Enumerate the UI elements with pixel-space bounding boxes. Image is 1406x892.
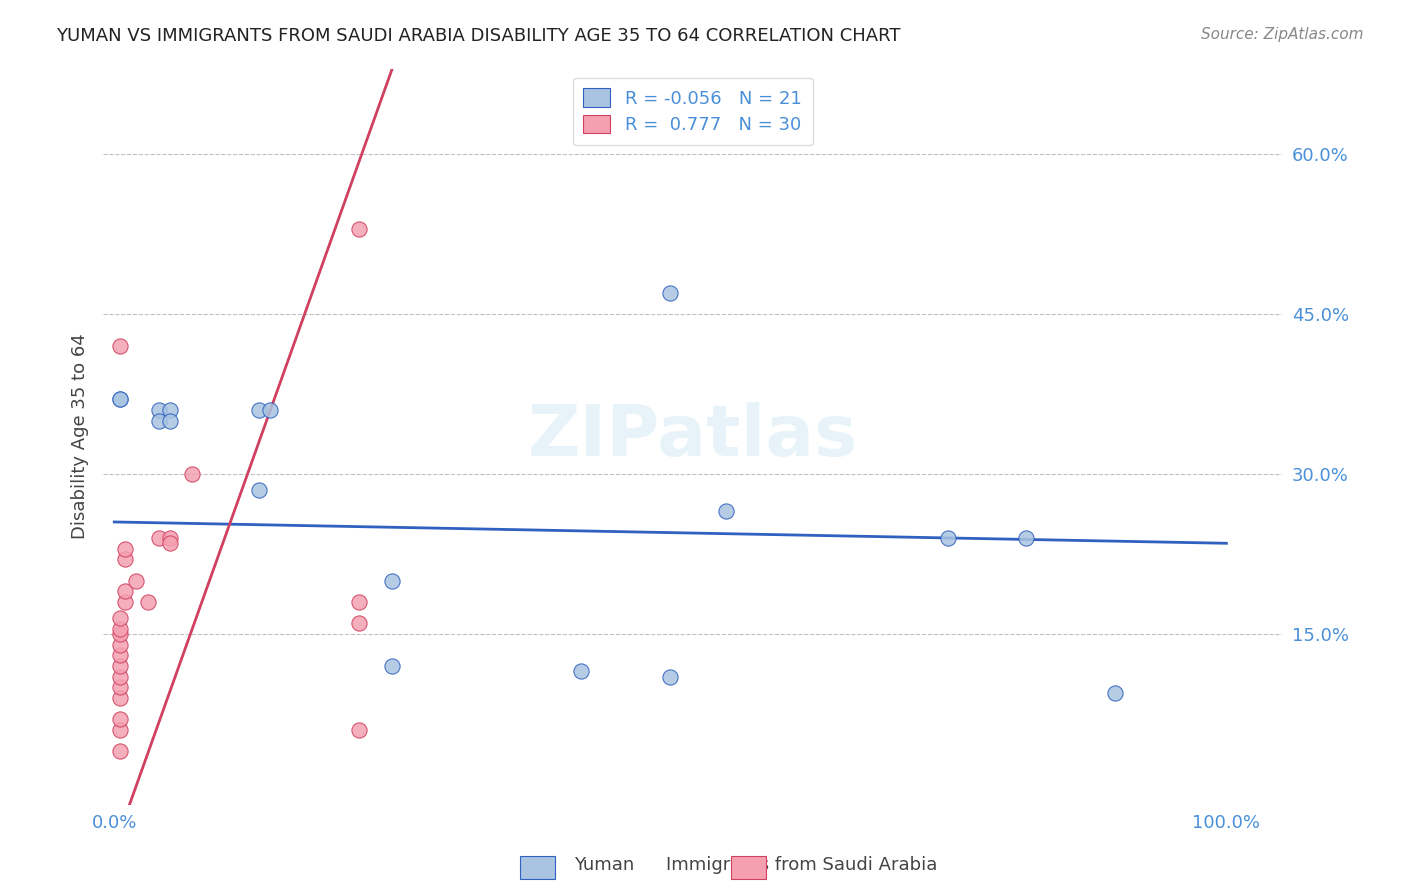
Point xyxy=(114,595,136,609)
Point xyxy=(108,648,131,663)
Point xyxy=(136,595,159,609)
Point xyxy=(347,221,370,235)
Point xyxy=(159,531,181,545)
Point xyxy=(108,712,131,726)
Y-axis label: Disability Age 35 to 64: Disability Age 35 to 64 xyxy=(72,334,89,540)
Point xyxy=(148,403,170,417)
Point xyxy=(159,536,181,550)
Point xyxy=(108,690,131,705)
Text: Yuman: Yuman xyxy=(575,856,634,874)
Point xyxy=(125,574,148,588)
Point xyxy=(108,392,131,407)
Point xyxy=(114,552,136,566)
Point xyxy=(114,584,136,599)
Point xyxy=(714,504,737,518)
Point xyxy=(108,392,131,407)
Point xyxy=(381,659,404,673)
Point xyxy=(108,339,131,353)
Point xyxy=(347,616,370,631)
Text: Source: ZipAtlas.com: Source: ZipAtlas.com xyxy=(1201,27,1364,42)
Point xyxy=(108,627,131,641)
Text: YUMAN VS IMMIGRANTS FROM SAUDI ARABIA DISABILITY AGE 35 TO 64 CORRELATION CHART: YUMAN VS IMMIGRANTS FROM SAUDI ARABIA DI… xyxy=(56,27,901,45)
Point xyxy=(108,659,131,673)
Point xyxy=(108,681,131,695)
Point xyxy=(108,723,131,737)
Point xyxy=(259,403,281,417)
Point xyxy=(347,595,370,609)
Point xyxy=(108,622,131,636)
Point xyxy=(108,670,131,684)
Point xyxy=(148,414,170,428)
Point xyxy=(659,285,682,300)
Point xyxy=(936,531,959,545)
Point xyxy=(159,403,181,417)
Text: ZIPatlas: ZIPatlas xyxy=(527,402,858,471)
Point xyxy=(159,414,181,428)
Point xyxy=(108,638,131,652)
Point xyxy=(247,483,270,497)
Point xyxy=(381,574,404,588)
Point xyxy=(108,744,131,758)
Point xyxy=(247,403,270,417)
Point xyxy=(108,611,131,625)
Point xyxy=(569,665,592,679)
Point xyxy=(148,531,170,545)
Point xyxy=(1104,686,1126,700)
Point xyxy=(347,723,370,737)
Point xyxy=(659,670,682,684)
Point xyxy=(1015,531,1038,545)
Point xyxy=(181,467,204,481)
Text: Immigrants from Saudi Arabia: Immigrants from Saudi Arabia xyxy=(665,856,938,874)
Point xyxy=(114,541,136,556)
Legend: R = -0.056   N = 21, R =  0.777   N = 30: R = -0.056 N = 21, R = 0.777 N = 30 xyxy=(572,78,813,145)
